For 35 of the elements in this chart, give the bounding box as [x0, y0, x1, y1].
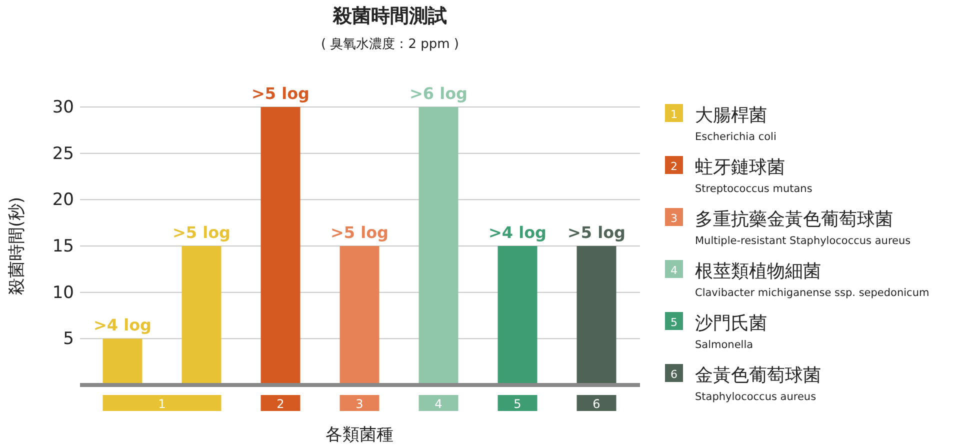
category-label: 6 — [670, 368, 678, 381]
y-tick-label: 30 — [52, 97, 74, 118]
x-tick-label: 5 — [514, 397, 522, 411]
y-tick-label: 5 — [63, 329, 74, 350]
y-axis-title: 殺菌時間(秒) — [7, 196, 27, 296]
legend-label: 金黃色葡萄球菌 Staphylococcus aureus — [695, 365, 821, 403]
y-tick-label: 10 — [52, 282, 74, 303]
data-label: >5 log — [172, 223, 231, 242]
y-tick-label: 15 — [52, 236, 74, 256]
data-label: >5 log — [251, 84, 310, 103]
legend-label: 根莖類植物細菌 Clavibacter michiganense ssp. sepedonicum — [695, 261, 930, 299]
data-label: >4 log — [488, 223, 547, 242]
legend-label: 多重抗藥金黃色葡萄球菌 Multiple-resistant Staphylococcus aureus — [695, 209, 911, 247]
data-label: >5 log — [330, 223, 389, 242]
category-label: 5 — [670, 316, 678, 329]
x-tick-label: 1 — [158, 397, 166, 411]
category-label: 2 — [670, 160, 678, 173]
x-tick-label: 3 — [356, 397, 364, 411]
category-label: 3 — [670, 212, 678, 225]
data-label: >6 log — [409, 84, 468, 103]
x-tick-label: 2 — [276, 397, 284, 411]
legend-label: 大腸桿菌 Escherichia coli — [695, 105, 776, 143]
category-label: 1 — [670, 108, 678, 121]
category-label: 4 — [670, 264, 678, 277]
data-label: >4 log — [93, 316, 152, 335]
chart-title: 殺菌時間測試 — [332, 5, 447, 27]
chart-subtitle: ( 臭氧水濃度：2 ppm ) — [321, 36, 459, 52]
x-tick-label: 6 — [592, 397, 600, 411]
legend-label: 沙門氏菌 Salmonella — [695, 313, 767, 351]
x-tick-label: 4 — [434, 397, 442, 411]
x-axis-title: 各類菌種 — [326, 425, 394, 445]
legend-label: 蛀牙鏈球菌 Streptococcus mutans — [695, 157, 812, 195]
data-label: >5 log — [567, 223, 626, 242]
y-tick-label: 25 — [52, 144, 74, 164]
y-tick-label: 20 — [52, 190, 74, 210]
